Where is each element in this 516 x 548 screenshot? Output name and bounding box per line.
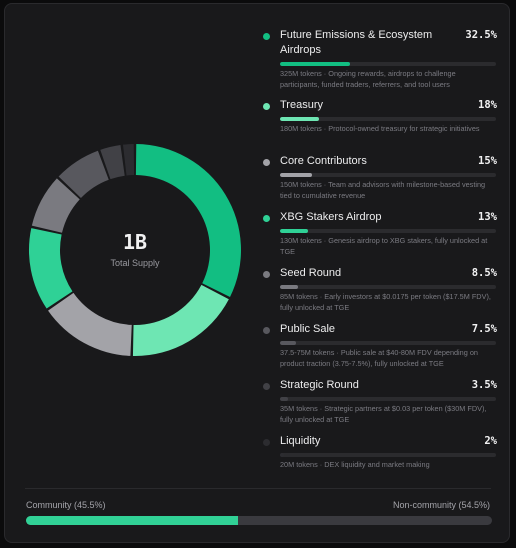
donut-slice bbox=[132, 284, 229, 356]
donut-center: 1B Total Supply bbox=[25, 140, 245, 360]
allocation-percent: 3.5% bbox=[471, 379, 497, 391]
allocation-name: Strategic Round bbox=[280, 379, 359, 391]
allocation-progress-track bbox=[280, 229, 496, 233]
allocation-progress-track bbox=[280, 397, 496, 401]
allocation-description: 35M tokens · Strategic partners at $0.03… bbox=[280, 404, 487, 424]
allocation-name: Public Sale bbox=[280, 323, 336, 335]
allocation-color-dot bbox=[263, 103, 270, 110]
allocation-percent: 15% bbox=[478, 155, 497, 167]
allocation-progress-fill bbox=[280, 397, 288, 401]
supply-donut-chart: 1B Total Supply bbox=[25, 140, 245, 360]
donut-slice bbox=[100, 145, 125, 180]
allocation-percent: 2% bbox=[484, 435, 497, 447]
allocation-color-dot bbox=[263, 271, 270, 278]
allocation-percent: 13% bbox=[478, 211, 497, 223]
allocation-description: 37.5-75M tokens · Public sale at $40-80M… bbox=[280, 348, 478, 368]
allocation-color-dot bbox=[263, 159, 270, 166]
allocation-color-dot bbox=[263, 439, 270, 446]
donut-slice bbox=[122, 144, 135, 176]
allocation-percent: 7.5% bbox=[471, 323, 497, 335]
allocation-progress-fill bbox=[280, 117, 319, 121]
allocation-description: 85M tokens · Early investors at $0.0175 … bbox=[280, 292, 491, 312]
donut-svg bbox=[29, 144, 242, 356]
allocation-progress-fill bbox=[280, 173, 313, 177]
total-supply-value: 1B bbox=[122, 230, 148, 254]
allocation-progress-track bbox=[280, 62, 496, 66]
allocation-progress-fill bbox=[280, 341, 297, 345]
allocation-description: 130M tokens · Genesis airdrop to XBG sta… bbox=[280, 236, 488, 256]
community-label: Community (45.5%) bbox=[26, 500, 106, 510]
allocation-description: 325M tokens · Ongoing rewards, airdrops … bbox=[280, 69, 456, 89]
allocation-progress-fill bbox=[280, 229, 309, 233]
non-community-label: Non-community (54.5%) bbox=[392, 500, 490, 510]
allocation-color-dot bbox=[263, 383, 270, 390]
allocation-progress-track bbox=[280, 453, 496, 457]
donut-slice bbox=[31, 178, 80, 233]
allocation-color-dot bbox=[263, 327, 270, 334]
allocation-progress-fill bbox=[280, 453, 285, 457]
allocation-name: Core Contributors bbox=[280, 155, 367, 167]
allocation-progress-fill bbox=[280, 285, 299, 289]
community-split-fill bbox=[26, 516, 239, 525]
allocation-description: 150M tokens · Team and advisors with mil… bbox=[280, 180, 486, 200]
allocation-name: Seed Round bbox=[280, 267, 342, 279]
donut-slice bbox=[135, 144, 242, 297]
donut-slice bbox=[29, 228, 73, 309]
allocation-progress-track bbox=[280, 173, 496, 177]
allocation-progress-fill bbox=[280, 62, 351, 66]
allocation-progress-track bbox=[280, 117, 496, 121]
allocation-name: XBG Stakers Airdrop bbox=[280, 211, 382, 223]
allocation-name: Treasury bbox=[280, 99, 323, 111]
allocation-name: Liquidity bbox=[280, 435, 321, 447]
allocation-progress-track bbox=[280, 341, 496, 345]
donut-slice bbox=[48, 292, 132, 356]
allocation-color-dot bbox=[263, 33, 270, 40]
allocation-percent: 18% bbox=[478, 99, 497, 111]
total-supply-label: Total Supply bbox=[110, 258, 160, 268]
allocation-description: 180M tokens · Protocol-owned treasury fo… bbox=[280, 124, 480, 133]
allocation-percent: 32.5% bbox=[465, 29, 497, 41]
allocation-progress-track bbox=[280, 285, 496, 289]
community-split-bar bbox=[26, 516, 492, 525]
token-allocation-card: 1B Total Supply Future Emissions & Ecosy… bbox=[4, 3, 510, 543]
footer-divider bbox=[25, 488, 491, 489]
allocation-name: Future Emissions & Ecosystem Airdrops bbox=[280, 29, 433, 56]
donut-slice bbox=[58, 150, 109, 199]
allocation-percent: 8.5% bbox=[471, 267, 497, 279]
allocation-color-dot bbox=[263, 215, 270, 222]
allocation-description: 20M tokens · DEX liquidity and market ma… bbox=[280, 460, 430, 469]
